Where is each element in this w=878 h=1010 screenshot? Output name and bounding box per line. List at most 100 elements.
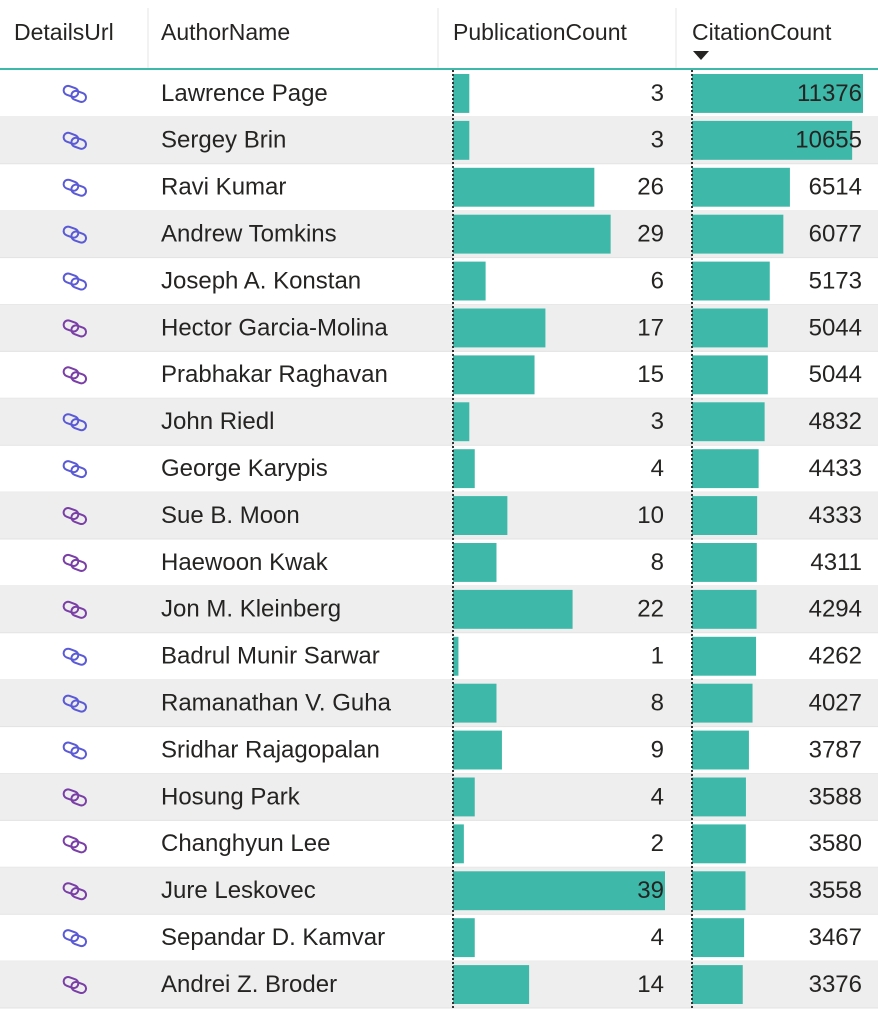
link-icon-part [62, 178, 80, 192]
link-icon-part [70, 183, 88, 197]
column-header[interactable]: DetailsUrl [14, 19, 114, 45]
table-row: Haewoon Kwak 8 4311 [0, 543, 878, 587]
link-icon[interactable] [62, 272, 88, 291]
link-icon[interactable] [62, 413, 88, 432]
data-bar [692, 449, 759, 489]
link-icon-part [70, 840, 88, 854]
data-bar [692, 730, 749, 770]
link-icon-part [70, 558, 88, 572]
data-bar [453, 636, 459, 676]
link-icon[interactable] [62, 882, 88, 901]
publication-count: 4 [651, 455, 664, 482]
author-name: Ravi Kumar [161, 174, 286, 201]
link-icon[interactable] [62, 647, 88, 666]
link-icon-part [62, 976, 80, 990]
link-icon-part [62, 929, 80, 943]
column-header[interactable]: AuthorName [161, 19, 290, 45]
link-icon[interactable] [62, 131, 88, 151]
author-name: John Riedl [161, 408, 274, 435]
link-icon[interactable] [62, 319, 88, 338]
link-icon[interactable] [62, 84, 88, 104]
link-icon-part [70, 371, 88, 385]
data-bar [692, 589, 757, 629]
link-icon[interactable] [62, 553, 88, 573]
data-bar [453, 730, 502, 770]
data-bar [692, 120, 853, 160]
author-name: Jon M. Kleinberg [161, 596, 341, 623]
link-icon[interactable] [62, 835, 88, 854]
link-icon-part [70, 230, 88, 244]
data-bar [453, 402, 470, 442]
table-row: Andrei Z. Broder 14 3376 [0, 961, 878, 1009]
column-header[interactable]: CitationCount [692, 19, 832, 45]
data-bar [692, 683, 753, 723]
link-icon-part [70, 465, 88, 479]
citation-count: 3558 [809, 877, 862, 904]
author-name: Jure Leskovec [161, 877, 316, 904]
link-icon-part [70, 418, 88, 432]
link-icon[interactable] [62, 366, 88, 385]
link-icon[interactable] [62, 460, 88, 479]
publication-count: 9 [651, 736, 664, 763]
citation-count: 4294 [809, 596, 862, 623]
citation-count: 5044 [809, 314, 862, 341]
author-name: Andrei Z. Broder [161, 971, 337, 998]
author-name: George Karypis [161, 455, 328, 482]
link-icon-part [62, 319, 80, 333]
link-icon-part [62, 413, 80, 427]
data-bar [453, 871, 665, 911]
publication-count: 8 [651, 549, 664, 576]
link-icon-part [62, 600, 80, 614]
link-icon[interactable] [62, 225, 88, 244]
citation-count: 11376 [797, 80, 862, 107]
author-name: Sepandar D. Kamvar [161, 924, 385, 951]
data-bar [692, 871, 746, 911]
citation-count: 3376 [809, 971, 862, 998]
author-name: Changhyun Lee [161, 830, 330, 857]
data-bar [692, 167, 790, 207]
link-icon[interactable] [62, 788, 88, 807]
citation-count: 4333 [809, 502, 862, 529]
table-row: Prabhakar Raghavan 15 5044 [0, 355, 878, 399]
link-icon-part [62, 366, 80, 380]
link-icon[interactable] [62, 507, 88, 526]
link-icon[interactable] [62, 600, 88, 620]
link-icon-part [70, 277, 88, 291]
link-icon-part [70, 324, 88, 338]
link-icon-part [62, 788, 80, 802]
data-bar [692, 261, 770, 301]
data-bar [692, 214, 784, 254]
link-icon-part [70, 699, 88, 713]
link-icon[interactable] [62, 976, 88, 995]
column-header[interactable]: PublicationCount [453, 19, 628, 45]
author-name: Prabhakar Raghavan [161, 361, 388, 388]
link-icon[interactable] [62, 178, 88, 197]
row-background [0, 867, 878, 915]
citation-count: 5173 [809, 267, 862, 294]
table-row: Sue B. Moon 10 4333 [0, 492, 878, 540]
publication-count: 2 [651, 830, 664, 857]
link-icon-part [62, 741, 80, 755]
row-background [0, 961, 878, 1008]
table-row: Ramanathan V. Guha 8 4027 [0, 679, 878, 728]
link-icon[interactable] [62, 694, 88, 713]
link-icon[interactable] [62, 741, 88, 760]
citation-count: 3588 [809, 783, 862, 810]
citation-count: 6077 [809, 220, 862, 247]
data-bar [692, 496, 758, 535]
data-bar [692, 402, 765, 442]
link-icon[interactable] [62, 929, 88, 948]
author-name: Sue B. Moon [161, 502, 300, 529]
link-icon-part [62, 694, 80, 708]
author-name: Sergey Brin [161, 127, 286, 154]
data-bar [453, 965, 530, 1004]
row-background [0, 773, 878, 821]
table-row: Ravi Kumar 26 6514 [0, 167, 878, 212]
author-name: Joseph A. Konstan [161, 267, 361, 294]
table-row: Badrul Munir Sarwar 1 4262 [0, 636, 878, 681]
link-icon-part [70, 605, 88, 619]
publication-count: 15 [637, 361, 664, 388]
publication-count: 6 [651, 267, 664, 294]
link-icon-part [62, 835, 80, 849]
